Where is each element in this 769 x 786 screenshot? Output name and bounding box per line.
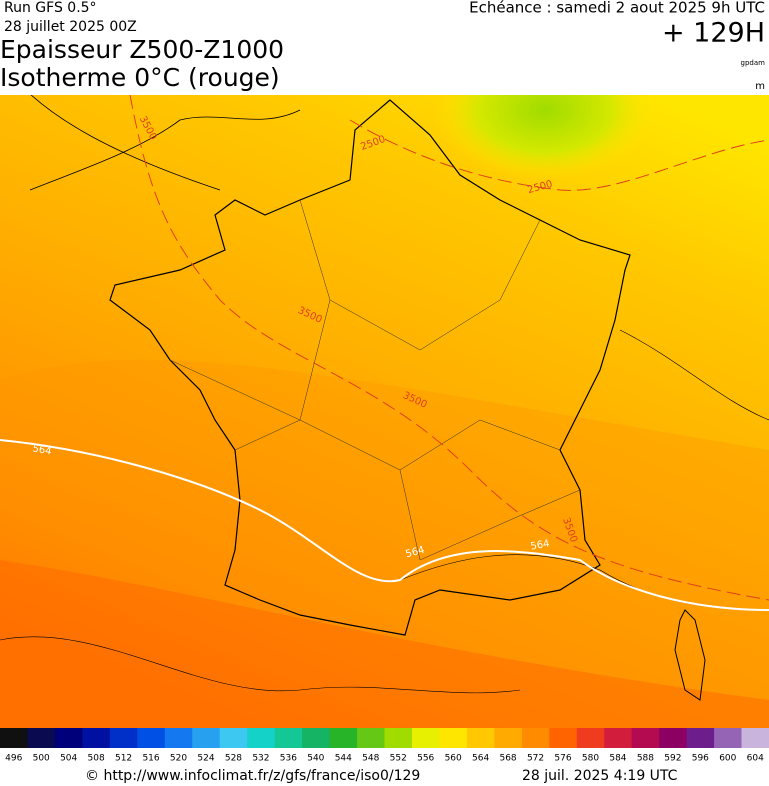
- colorbar-swatch: [521, 728, 550, 748]
- colorbar: 496 500 504 508 512 516 520 524 528 532 536 540 544 5…: [0, 728, 769, 764]
- colorbar-label: 548: [362, 754, 379, 764]
- colorbar-label: 516: [142, 754, 159, 764]
- colorbar-label: 604: [747, 754, 764, 764]
- colorbar-label: 520: [170, 754, 187, 764]
- colorbar-label: 572: [527, 754, 544, 764]
- title: Epaisseur Z500-Z1000: [0, 35, 284, 64]
- colorbar-label: 564: [472, 754, 489, 764]
- valid-time: Echéance : samedi 2 aout 2025 9h UTC: [469, 0, 765, 17]
- colorbar-label: 512: [115, 754, 132, 764]
- unit: gpdam: [741, 59, 766, 67]
- colorbar-label: 556: [417, 754, 434, 764]
- colorbar-swatch: [714, 728, 743, 748]
- colorbar-swatch: [659, 728, 688, 748]
- run: Run GFS 0.5°: [4, 0, 97, 16]
- colorbar-swatch: [137, 728, 166, 748]
- uk-coast: [30, 95, 221, 191]
- colorbar-label: 508: [88, 754, 105, 764]
- colorbar-label: 584: [609, 754, 626, 764]
- colorbar-label: 524: [197, 754, 214, 764]
- thickness-band: [0, 560, 769, 728]
- subtitle: Isotherme 0°C (rouge): [0, 63, 280, 92]
- colorbar-label: 536: [280, 754, 297, 764]
- contour-564: [0, 439, 769, 611]
- contour-label: 564: [404, 545, 425, 561]
- colorbar-swatch: [247, 728, 276, 748]
- france-border: [109, 99, 631, 636]
- contour-label: 564: [32, 443, 53, 457]
- colorbar-swatch: [302, 728, 331, 748]
- colorbar-label: 596: [692, 754, 709, 764]
- colorbar-swatch: [384, 728, 413, 748]
- thickness-field: [0, 95, 769, 728]
- colorbar-label: 552: [390, 754, 407, 764]
- contour-label: 564: [530, 538, 551, 552]
- colorbar-label: 576: [554, 754, 571, 764]
- colorbar-swatch: [604, 728, 633, 748]
- colorbar-label: 532: [252, 754, 269, 764]
- colorbar-label: 528: [225, 754, 242, 764]
- corsica: [674, 609, 706, 701]
- colorbar-swatch: [439, 728, 468, 748]
- colorbar-swatch: [274, 728, 303, 748]
- thickness-field-green: [435, 95, 655, 180]
- colorbar-label: 544: [335, 754, 352, 764]
- run-date: 28 juillet 2025 00Z: [4, 19, 137, 35]
- colorbar-label: 560: [445, 754, 462, 764]
- colorbar-swatch: [27, 728, 56, 748]
- coast: [0, 636, 521, 694]
- colorbar-swatch: [357, 728, 385, 748]
- colorbar-swatch: [329, 728, 358, 748]
- isotherm-3500: [129, 95, 769, 601]
- colorbar-swatch: [82, 728, 111, 748]
- lead-time: + 129H: [662, 18, 765, 49]
- colorbar-swatch: [54, 728, 83, 748]
- colorbar-swatch: [576, 728, 605, 748]
- colorbar-swatch: [0, 728, 28, 748]
- colorbar-label: 580: [582, 754, 599, 764]
- map: [0, 95, 769, 728]
- colorbar-label: 496: [5, 754, 22, 764]
- region-borders: [169, 199, 581, 561]
- colorbar-swatch: [411, 728, 440, 748]
- uk-coast: [29, 109, 301, 191]
- unit: m: [755, 81, 765, 92]
- colorbar-swatch: [494, 728, 523, 748]
- isotherm-2500: [349, 119, 769, 191]
- colorbar-label: 592: [664, 754, 681, 764]
- colorbar-swatch: [466, 728, 495, 748]
- colorbar-label: 504: [60, 754, 77, 764]
- colorbar-label: 500: [33, 754, 50, 764]
- colorbar-swatch: [631, 728, 660, 748]
- source: © http://www.infoclimat.fr/z/gfs/france/…: [85, 768, 420, 784]
- colorbar-label: 588: [637, 754, 654, 764]
- colorbar-swatch: [549, 728, 578, 748]
- colorbar-swatch: [164, 728, 193, 748]
- colorbar-swatch: [741, 728, 769, 748]
- colorbar-swatch: [192, 728, 221, 748]
- colorbar-label: 568: [499, 754, 516, 764]
- colorbar-swatch: [686, 728, 715, 748]
- thickness-band: [0, 359, 769, 728]
- colorbar-swatch: [109, 728, 138, 748]
- colorbar-swatch: [219, 728, 248, 748]
- generated: 28 juil. 2025 4:19 UTC: [522, 768, 678, 784]
- colorbar-label: 600: [719, 754, 736, 764]
- colorbar-label: 540: [307, 754, 324, 764]
